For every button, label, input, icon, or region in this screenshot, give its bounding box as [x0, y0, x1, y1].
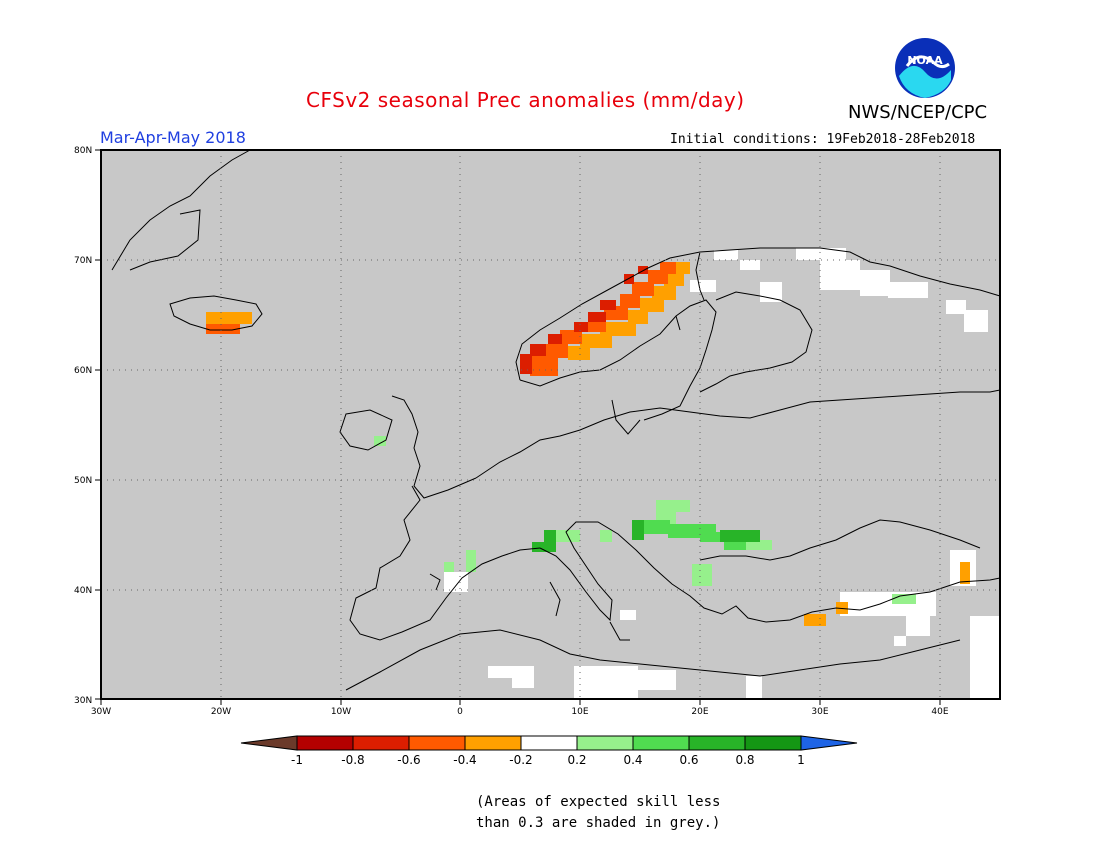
lon-tick-label: 10W	[331, 707, 351, 717]
initial-conditions-label: Initial conditions: 19Feb2018-28Feb2018	[670, 132, 976, 147]
colorbar-label: 0.6	[679, 753, 698, 767]
skill-note-line: (Areas of expected skill less	[476, 794, 721, 810]
noaa-logo-text: NOAA	[907, 54, 943, 67]
colorbar-segment	[520, 735, 578, 751]
colorbar-label: 0.4	[623, 753, 642, 767]
lon-tick-label: 10E	[571, 707, 588, 717]
colorbar-right-arrow	[800, 735, 858, 751]
colorbar-segment	[688, 735, 746, 751]
colorbar-segment	[296, 735, 354, 751]
lon-tick-label: 0	[457, 707, 463, 717]
negative-anomaly-cells	[206, 262, 970, 626]
map-background	[101, 150, 1000, 699]
colorbar-label: -0.2	[509, 753, 532, 767]
colorbar-segment	[744, 735, 802, 751]
lat-tick-label: 40N	[74, 586, 92, 596]
lat-tick-label: 80N	[74, 146, 92, 156]
skill-note: (Areas of expected skill less than 0.3 a…	[476, 792, 720, 834]
colorbar-segment	[464, 735, 522, 751]
colorbar-label: -0.8	[341, 753, 364, 767]
colorbar-label: -1	[291, 753, 303, 767]
lat-tick-label: 30N	[74, 696, 92, 706]
colorbar-label: -0.6	[397, 753, 420, 767]
lat-tick-label: 50N	[74, 476, 92, 486]
colorbar-label: 0.8	[735, 753, 754, 767]
lat-tick-label: 60N	[74, 366, 92, 376]
coastlines	[111, 149, 1001, 691]
noaa-logo: NOAA	[895, 38, 955, 98]
lon-tick-label: 40E	[931, 707, 948, 717]
colorbar	[240, 735, 858, 751]
organization-label: NWS/NCEP/CPC	[848, 102, 988, 123]
colorbar-segment	[576, 735, 634, 751]
lat-tick-label: 70N	[74, 256, 92, 266]
longitude-axis: 30W 20W 10W 0 10E 20E 30E 40E	[91, 707, 949, 717]
colorbar-segment	[408, 735, 466, 751]
season-label: Mar-Apr-May 2018	[100, 128, 246, 147]
colorbar-label: 0.2	[567, 753, 586, 767]
lon-tick-label: 30E	[811, 707, 828, 717]
latitude-axis: 80N 70N 60N 50N 40N 30N	[74, 146, 92, 706]
map-frame	[100, 149, 1001, 700]
colorbar-segment	[352, 735, 410, 751]
white-patches	[444, 248, 1000, 700]
lon-tick-label: 20E	[691, 707, 708, 717]
colorbar-label: -0.4	[453, 753, 476, 767]
chart-title: CFSv2 seasonal Prec anomalies (mm/day)	[306, 88, 745, 112]
colorbar-segment	[632, 735, 690, 751]
lon-tick-label: 20W	[211, 707, 231, 717]
lon-tick-label: 30W	[91, 707, 111, 717]
colorbar-label: 1	[797, 753, 805, 767]
positive-anomaly-cells	[374, 436, 916, 604]
skill-note-line: than 0.3 are shaded in grey.)	[476, 815, 721, 831]
colorbar-labels: -1 -0.8 -0.6 -0.4 -0.2 0.2 0.4 0.6 0.8 1	[291, 753, 805, 767]
colorbar-left-arrow	[240, 735, 298, 751]
